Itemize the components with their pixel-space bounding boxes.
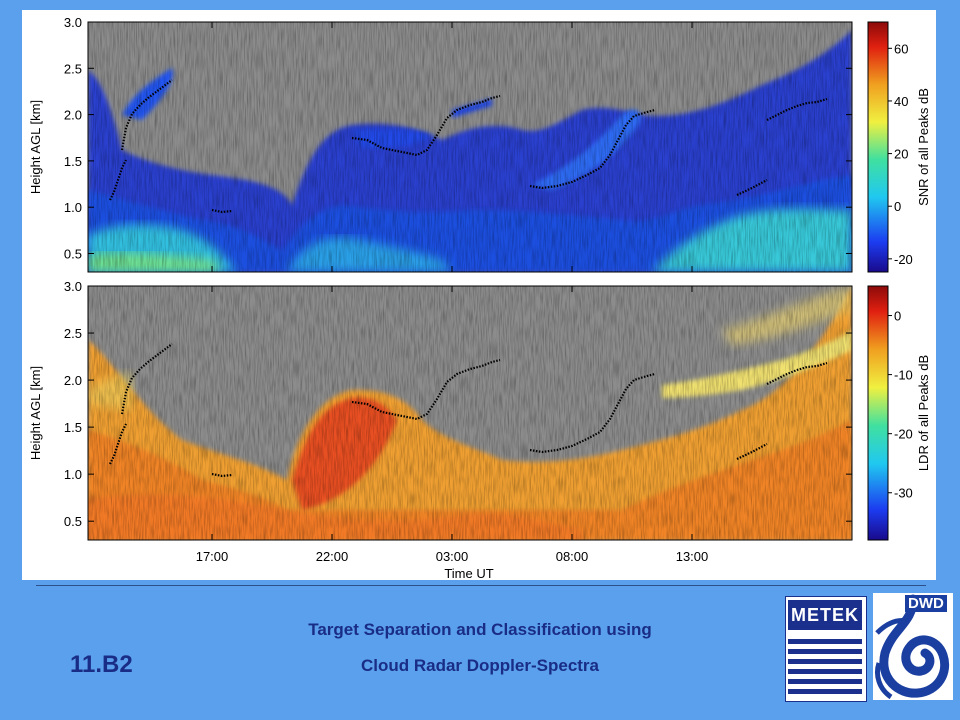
metek-logo: METEK: [785, 596, 867, 702]
y-tick-label: 0.5: [64, 514, 82, 529]
snr-plot-frame: [87, 21, 853, 273]
x-tick-label: 08:00: [556, 549, 589, 564]
y-tick-label: 2.5: [64, 61, 82, 76]
radar-figure: 0.5 1.0 1.5 2.0 2.5 3.0 Height AGL [km] -20 0 2…: [22, 10, 936, 580]
y-tick-label: 1.0: [64, 467, 82, 482]
colorbar-tick-label: 60: [894, 41, 908, 56]
cloud-top-trace: [766, 361, 828, 385]
cloud-top-trace: [351, 94, 501, 157]
cloud-top-trace: [120, 79, 173, 151]
ldr-plot-frame: [87, 285, 853, 541]
y-tick-label: 2.5: [64, 326, 82, 341]
cloud-top-trace: [736, 179, 768, 196]
x-tick-label: 22:00: [316, 549, 349, 564]
x-axis-title: Time UT: [444, 566, 493, 580]
colorbar-tick-label: 0: [894, 309, 901, 324]
snr-colorbar-ticks: -20 0 20 40 60: [888, 41, 913, 267]
ldr-panel: 0.5 1.0 1.5 2.0 2.5 3.0 Height AGL [km] -30 -2…: [28, 22, 931, 580]
x-tick-label: 17:00: [196, 549, 229, 564]
cloud-top-trace: [109, 423, 127, 465]
snr-colorbar: [867, 21, 889, 273]
metek-logo-text: METEK: [788, 600, 862, 630]
colorbar-tick-label: 40: [894, 94, 908, 109]
dwd-logo-text: DWD: [905, 595, 947, 612]
divider-line: [36, 585, 926, 586]
cloud-top-trace: [529, 108, 656, 190]
x-tick-label: 13:00: [676, 549, 709, 564]
snr-field: [88, 22, 852, 272]
shared-x-axis: 17:00 22:00 03:00 08:00 13:00: [196, 22, 709, 564]
y-tick-label: 0.5: [64, 246, 82, 261]
ldr-colorbar-ticks: -30 -20 -10 0: [888, 309, 913, 501]
ldr-field: [88, 286, 852, 540]
ldr-colorbar: [867, 285, 889, 541]
colorbar-tick-label: -20: [894, 427, 913, 442]
y-tick-label: 1.5: [64, 420, 82, 435]
radar-figure-svg: 0.5 1.0 1.5 2.0 2.5 3.0 Height AGL [km] -20 0 2…: [28, 15, 931, 580]
y-tick-label: 2.0: [64, 373, 82, 388]
y-tick-label: 3.0: [64, 15, 82, 30]
colorbar-tick-label: -10: [894, 368, 913, 383]
cloud-top-trace: [109, 159, 127, 201]
y-tick-label: 1.0: [64, 200, 82, 215]
caption-line-2: Cloud Radar Doppler-Spectra: [360, 656, 600, 675]
snr-cloud-top-markers: [109, 79, 828, 214]
colorbar-tick-label: -30: [894, 486, 913, 501]
snr-y-axis-label: Height AGL [km]: [28, 100, 43, 194]
cloud-top-trace: [529, 372, 656, 454]
ldr-y-axis-label: Height AGL [km]: [28, 366, 43, 460]
cloud-top-trace: [351, 358, 501, 421]
cloud-top-trace: [211, 472, 233, 478]
ldr-colorbar-label: LDR of all Peaks dB: [916, 355, 931, 471]
snr-y-axis: 0.5 1.0 1.5 2.0 2.5 3.0: [64, 15, 852, 261]
metek-logo-stripes: [788, 639, 862, 699]
y-tick-label: 2.0: [64, 108, 82, 123]
snr-panel: 0.5 1.0 1.5 2.0 2.5 3.0 Height AGL [km] -20 0 2…: [28, 15, 931, 273]
dwd-logo: DWD: [873, 593, 953, 700]
cloud-top-trace: [736, 443, 768, 460]
cloud-top-trace: [211, 208, 233, 214]
colorbar-tick-label: 20: [894, 147, 908, 162]
colorbar-tick-label: 0: [894, 199, 901, 214]
cloud-top-trace: [766, 97, 828, 121]
y-tick-label: 1.5: [64, 154, 82, 169]
caption-line-1: Target Separation and Classification usi…: [308, 620, 652, 639]
y-tick-label: 3.0: [64, 279, 82, 294]
x-tick-label: 03:00: [436, 549, 469, 564]
ldr-cloud-top-markers: [109, 343, 828, 478]
snr-colorbar-label: SNR of all Peaks dB: [916, 88, 931, 206]
ldr-y-axis: 0.5 1.0 1.5 2.0 2.5 3.0: [64, 279, 852, 529]
cloud-top-trace: [120, 343, 173, 415]
slide-id: 11.B2: [70, 651, 133, 678]
colorbar-tick-label: -20: [894, 252, 913, 267]
